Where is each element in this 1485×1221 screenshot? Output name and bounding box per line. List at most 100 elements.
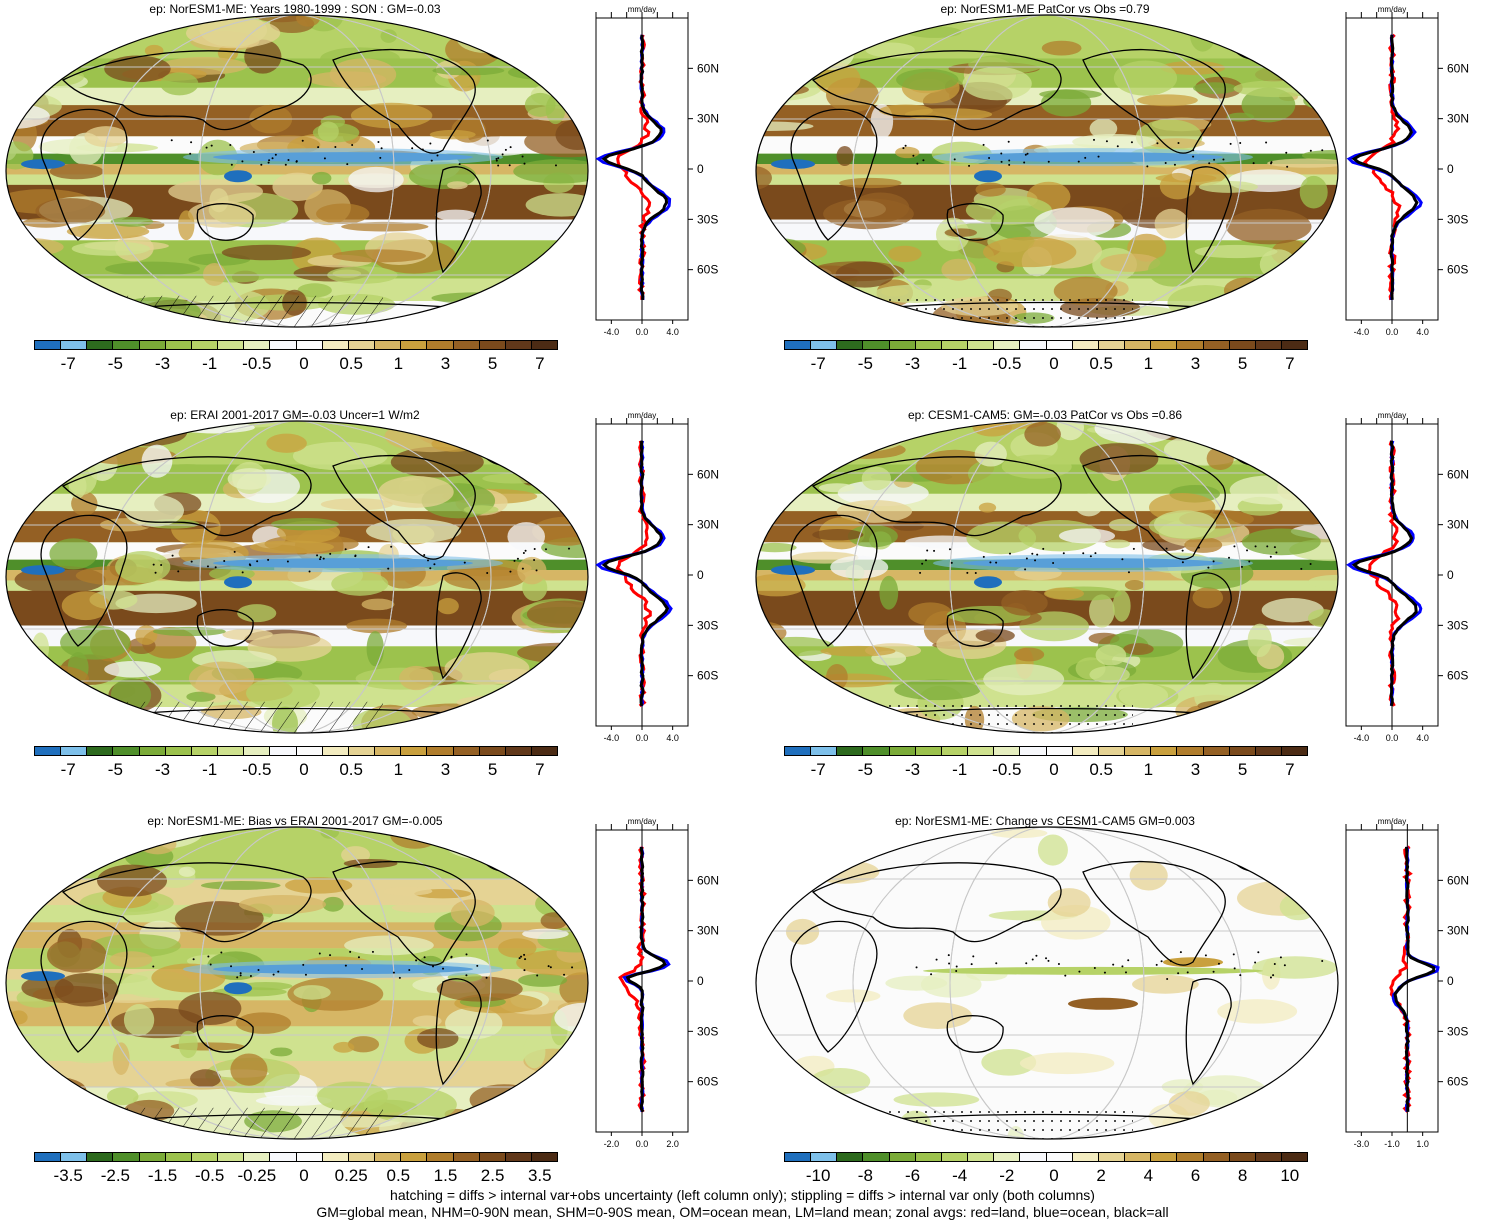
colorbar-tick-label: -5 — [107, 760, 123, 779]
zonal-tick-label: 2.0 — [666, 1139, 679, 1149]
world-map — [755, 826, 1339, 1140]
zonal-lat-label: 30S — [1447, 618, 1468, 632]
colorbar-swatch — [994, 1153, 1021, 1161]
colorbar-tick-label: -4 — [952, 1166, 968, 1185]
colorbar-swatch — [453, 341, 480, 349]
colorbar-swatch — [863, 1153, 890, 1161]
colorbar-tick-label: 5 — [1237, 354, 1248, 373]
colorbar — [784, 340, 1308, 350]
colorbar-tick-label: 3 — [440, 760, 451, 779]
colorbar-tick-label: -7 — [60, 760, 76, 779]
colorbar-swatch — [1151, 747, 1178, 755]
colorbar-swatch — [505, 1153, 532, 1161]
colorbar-swatch — [1151, 1153, 1178, 1161]
colorbar-swatch — [1046, 1153, 1073, 1161]
colorbar-swatch — [889, 1153, 916, 1161]
colorbar-tick-label: 0 — [299, 354, 309, 373]
colorbar-swatch — [968, 747, 995, 755]
colorbar-tick-label: -7 — [60, 354, 76, 373]
zonal-mean-plot: mm/day 60N 30N 0 30S 60S -3.0 -1.0 1.0 — [1345, 817, 1469, 1149]
colorbar-swatch — [61, 747, 88, 755]
colorbar-tick-label: -1 — [952, 354, 968, 373]
panel-title: ep: NorESM1-ME: Years 1980-1999 : SON : … — [149, 2, 441, 16]
colorbar-swatch — [322, 747, 349, 755]
colorbar-swatch — [375, 1153, 402, 1161]
zonal-lat-label: 60S — [1447, 263, 1468, 277]
zonal-tick-label: -4.0 — [604, 733, 620, 743]
colorbar-tick-label: 3 — [440, 354, 451, 373]
colorbar-swatch — [863, 341, 890, 349]
colorbar-swatch — [61, 341, 88, 349]
zonal-lat-label: 30S — [697, 1024, 718, 1038]
colorbar-tick-label: 0.5 — [339, 760, 363, 779]
zonal-lat-label: 30S — [697, 212, 718, 226]
colorbar-swatch — [113, 341, 140, 349]
zonal-tick-label: 4.0 — [1416, 733, 1429, 743]
colorbar-swatch — [531, 1153, 558, 1161]
colorbar — [784, 1152, 1308, 1162]
colorbar-tick-label: -5 — [857, 760, 873, 779]
zonal-lat-label: 30N — [1447, 924, 1469, 938]
colorbar-swatch — [889, 341, 916, 349]
colorbar-swatch — [1125, 341, 1152, 349]
colorbar-tick-label: 0.5 — [339, 354, 363, 373]
colorbar-swatch — [244, 747, 271, 755]
colorbar-swatch — [296, 747, 323, 755]
colorbar-swatch — [479, 747, 506, 755]
colorbar-tick-label: -7 — [810, 354, 826, 373]
colorbar-swatch — [1203, 1153, 1230, 1161]
colorbar-swatch — [453, 1153, 480, 1161]
zonal-lat-label: 0 — [697, 974, 704, 988]
colorbar-swatch — [1177, 341, 1204, 349]
colorbar-tick-label: 1.5 — [433, 1166, 458, 1185]
colorbar-tick-label: 0 — [299, 760, 309, 779]
colorbar-swatch — [1046, 341, 1073, 349]
colorbar-swatch — [375, 747, 402, 755]
zonal-unit-label: mm/day — [628, 5, 656, 14]
colorbar-swatch — [785, 341, 812, 349]
zonal-unit-label: mm/day — [1378, 5, 1406, 14]
colorbar-swatch — [244, 1153, 271, 1161]
colorbar-swatch — [837, 341, 864, 349]
colorbar — [34, 340, 558, 350]
colorbar-swatch — [375, 341, 402, 349]
zonal-lat-label: 0 — [1447, 568, 1454, 582]
colorbar-tick-label: 7 — [535, 354, 545, 373]
colorbar-tick-label: 7 — [1285, 354, 1295, 373]
colorbar-swatch — [218, 747, 245, 755]
zonal-all-line — [601, 34, 669, 300]
colorbar-swatch — [479, 1153, 506, 1161]
colorbar-tick-label: 4 — [1143, 1166, 1154, 1185]
colorbar-swatch — [139, 341, 166, 349]
zonal-lat-label: 30N — [697, 924, 719, 938]
colorbar-tick-label: -3.5 — [53, 1166, 83, 1185]
colorbar-swatch — [270, 341, 297, 349]
colorbar-tick-label: 2.5 — [480, 1166, 505, 1185]
zonal-lat-label: 60S — [1447, 1075, 1468, 1089]
panel-title: ep: CESM1-CAM5: GM=-0.03 PatCor vs Obs =… — [907, 408, 1183, 422]
zonal-all-line — [601, 440, 670, 707]
zonal-ocean-line — [1346, 440, 1423, 706]
zonal-tick-label: -4.0 — [604, 327, 620, 337]
world-map — [5, 14, 589, 328]
zonal-tick-label: 0.0 — [636, 733, 649, 743]
colorbar-swatch — [1255, 341, 1282, 349]
zonal-lat-label: 60N — [697, 61, 719, 75]
zonal-lat-label: 0 — [1447, 162, 1454, 176]
colorbar-swatch — [348, 341, 376, 349]
colorbar-swatch — [811, 1153, 838, 1161]
zonal-lat-label: 60N — [1447, 61, 1469, 75]
colorbar-tick-label: -1 — [202, 760, 218, 779]
zonal-unit-label: mm/day — [628, 817, 656, 826]
colorbar-tick-label: -5 — [857, 354, 873, 373]
colorbar-swatch — [322, 341, 349, 349]
colorbar-swatch — [1098, 747, 1126, 755]
colorbar-swatch — [348, 1153, 376, 1161]
colorbar-swatch — [1177, 1153, 1204, 1161]
zonal-lat-label: 60N — [697, 873, 719, 887]
zonal-lat-label: 60S — [697, 263, 718, 277]
zonal-ocean-line — [595, 440, 673, 707]
colorbar-swatch — [1072, 341, 1099, 349]
zonal-ocean-line — [595, 34, 672, 300]
colorbar-swatch — [61, 1153, 88, 1161]
